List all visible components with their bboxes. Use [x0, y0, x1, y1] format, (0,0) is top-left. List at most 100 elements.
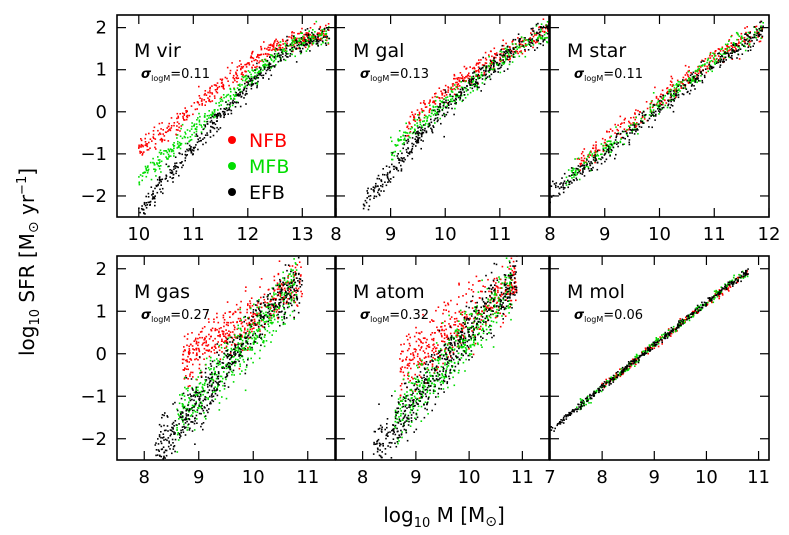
data-point — [199, 331, 202, 333]
data-point — [407, 147, 410, 150]
data-point — [589, 162, 591, 165]
data-point — [227, 386, 230, 388]
data-point — [272, 45, 275, 47]
data-point — [417, 138, 419, 140]
data-point — [396, 155, 399, 157]
data-point — [209, 129, 212, 132]
data-point — [418, 114, 421, 116]
data-point — [256, 342, 259, 344]
data-point — [160, 440, 162, 443]
data-point — [749, 40, 752, 43]
data-point — [170, 149, 173, 151]
data-point — [736, 57, 738, 59]
data-point — [176, 433, 179, 436]
data-point — [239, 333, 241, 335]
data-point — [463, 91, 465, 93]
data-point — [620, 136, 623, 139]
data-point — [434, 110, 437, 112]
data-point — [407, 127, 410, 130]
data-point — [185, 418, 188, 421]
data-point — [317, 40, 320, 43]
data-point — [274, 306, 276, 308]
data-point — [187, 355, 189, 358]
data-point — [327, 23, 330, 25]
data-point — [251, 319, 254, 321]
data-point — [753, 26, 756, 28]
data-point — [272, 60, 275, 63]
data-point — [311, 43, 313, 46]
data-point — [409, 131, 412, 133]
data-point — [222, 314, 225, 317]
data-point — [643, 110, 645, 113]
data-point — [166, 180, 169, 182]
data-point — [245, 90, 248, 92]
data-point — [180, 142, 183, 145]
data-point — [528, 43, 531, 46]
data-point — [436, 105, 438, 108]
data-point — [747, 31, 750, 34]
data-point — [203, 406, 206, 408]
x-tick-label: 10 — [242, 467, 265, 488]
data-point — [197, 341, 200, 344]
data-point — [690, 85, 693, 87]
data-point — [212, 122, 214, 125]
data-point — [590, 150, 592, 153]
data-point — [162, 446, 165, 448]
data-point — [738, 45, 740, 47]
data-point — [478, 77, 481, 79]
plot-frame — [116, 14, 336, 218]
data-point — [689, 79, 692, 81]
data-point — [624, 130, 626, 133]
data-point — [282, 284, 285, 286]
data-point — [198, 398, 200, 400]
data-point — [327, 42, 330, 44]
data-point — [706, 67, 709, 70]
data-point — [544, 30, 546, 33]
data-point — [733, 50, 735, 52]
data-point — [275, 311, 278, 313]
data-point — [193, 405, 196, 407]
data-point — [261, 74, 263, 77]
data-point — [258, 73, 260, 75]
data-point — [667, 103, 670, 106]
data-point — [461, 74, 463, 76]
data-point — [253, 336, 256, 339]
data-point — [320, 43, 323, 46]
data-point — [599, 158, 601, 160]
data-point — [166, 415, 168, 417]
data-point — [176, 137, 178, 139]
data-point — [201, 344, 204, 346]
data-point — [512, 56, 515, 58]
data-point — [186, 154, 188, 156]
data-point — [731, 52, 733, 54]
data-point — [722, 58, 725, 61]
data-point — [418, 126, 421, 128]
data-point — [550, 196, 553, 198]
data-point — [720, 48, 722, 50]
data-point — [366, 197, 368, 199]
data-point — [153, 162, 155, 165]
data-point — [736, 44, 739, 46]
data-point — [468, 78, 471, 80]
data-point — [239, 357, 241, 359]
data-point — [445, 101, 447, 104]
data-point — [168, 156, 170, 158]
data-point — [265, 314, 268, 317]
data-point — [257, 329, 260, 332]
data-point — [512, 47, 514, 49]
data-point — [594, 160, 597, 162]
data-point — [289, 48, 292, 51]
data-point — [404, 131, 407, 134]
data-point — [661, 89, 664, 92]
data-point — [628, 139, 631, 141]
data-point — [242, 74, 244, 76]
data-point — [252, 57, 255, 60]
data-point — [238, 88, 240, 91]
data-point — [667, 100, 670, 103]
data-point — [277, 317, 279, 320]
data-point — [582, 159, 584, 162]
data-point — [261, 59, 263, 61]
data-point — [327, 28, 329, 31]
data-point — [572, 169, 574, 171]
